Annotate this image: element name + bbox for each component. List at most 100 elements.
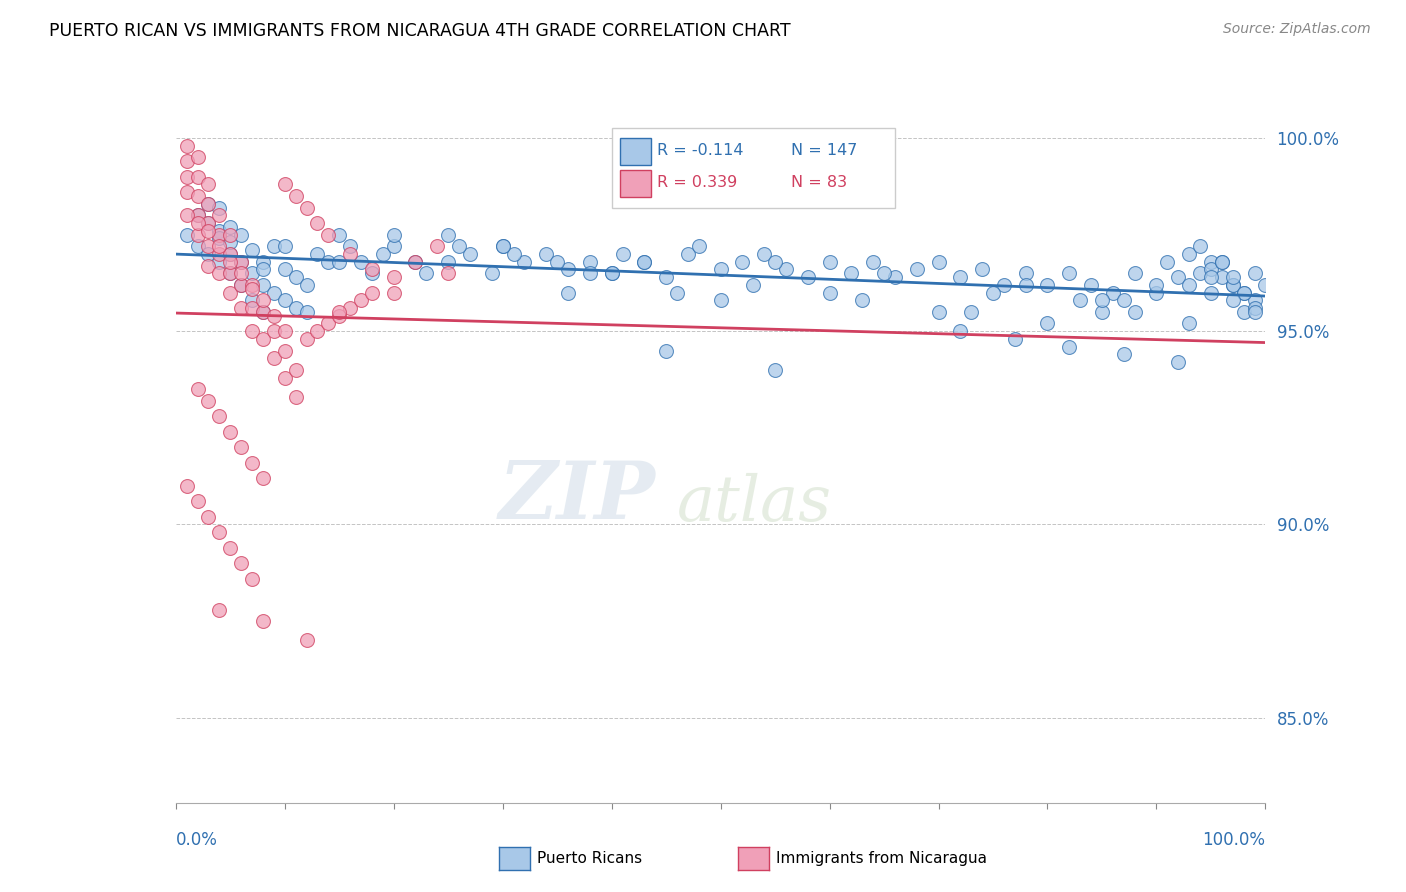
- Point: [284, 270, 307, 285]
- Point: [231, 440, 253, 454]
- Point: [231, 301, 253, 315]
- Point: [328, 305, 350, 319]
- Point: [252, 471, 274, 485]
- Text: Immigrants from Nicaragua: Immigrants from Nicaragua: [776, 852, 987, 866]
- Point: [1123, 305, 1146, 319]
- Point: [284, 301, 307, 315]
- Point: [318, 317, 340, 331]
- Point: [731, 254, 754, 268]
- Point: [1004, 332, 1026, 346]
- Point: [176, 208, 198, 222]
- Point: [240, 456, 263, 470]
- Point: [252, 262, 274, 277]
- Point: [447, 239, 470, 253]
- Point: [993, 277, 1015, 292]
- Point: [240, 301, 263, 315]
- Point: [274, 370, 297, 384]
- Point: [492, 239, 515, 253]
- Point: [502, 247, 524, 261]
- Point: [240, 293, 263, 308]
- Point: [197, 259, 219, 273]
- Point: [763, 254, 786, 268]
- Point: [219, 235, 242, 250]
- Point: [458, 247, 481, 261]
- Point: [197, 393, 219, 408]
- Point: [600, 266, 623, 280]
- Point: [284, 189, 307, 203]
- Point: [1243, 266, 1265, 280]
- Point: [579, 254, 602, 268]
- Point: [1199, 254, 1222, 268]
- Point: [666, 285, 689, 300]
- Point: [382, 239, 405, 253]
- Point: [252, 277, 274, 292]
- Point: [1222, 277, 1244, 292]
- Point: [481, 266, 503, 280]
- Point: [710, 262, 733, 277]
- Point: [284, 363, 307, 377]
- Point: [231, 254, 253, 268]
- Point: [949, 270, 972, 285]
- Text: 0.0%: 0.0%: [176, 830, 218, 848]
- Point: [1189, 266, 1212, 280]
- Point: [655, 270, 678, 285]
- Point: [818, 285, 841, 300]
- Text: R = 0.339: R = 0.339: [658, 176, 738, 190]
- Text: PUERTO RICAN VS IMMIGRANTS FROM NICARAGUA 4TH GRADE CORRELATION CHART: PUERTO RICAN VS IMMIGRANTS FROM NICARAGU…: [49, 22, 790, 40]
- Point: [1123, 266, 1146, 280]
- Point: [197, 224, 219, 238]
- Point: [546, 254, 568, 268]
- Point: [873, 266, 896, 280]
- Point: [710, 293, 733, 308]
- Point: [231, 254, 253, 268]
- Point: [197, 216, 219, 230]
- Point: [197, 178, 219, 192]
- Point: [219, 266, 242, 280]
- Point: [219, 541, 242, 555]
- Point: [274, 178, 297, 192]
- Point: [1199, 285, 1222, 300]
- Point: [862, 254, 884, 268]
- Point: [1232, 285, 1256, 300]
- Point: [1211, 270, 1233, 285]
- Point: [208, 247, 231, 261]
- Point: [1057, 340, 1080, 354]
- Point: [1144, 277, 1167, 292]
- Point: [263, 285, 285, 300]
- Point: [219, 425, 242, 439]
- Point: [841, 266, 863, 280]
- Point: [328, 227, 350, 242]
- FancyBboxPatch shape: [620, 170, 651, 197]
- Point: [600, 266, 623, 280]
- Point: [176, 138, 198, 153]
- Point: [328, 309, 350, 323]
- Point: [1199, 262, 1222, 277]
- Point: [176, 227, 198, 242]
- Point: [1232, 285, 1256, 300]
- Point: [219, 247, 242, 261]
- Point: [208, 239, 231, 253]
- Point: [360, 266, 382, 280]
- Point: [240, 282, 263, 296]
- Point: [208, 525, 231, 540]
- Point: [1232, 305, 1256, 319]
- Point: [186, 169, 209, 184]
- Point: [1156, 254, 1178, 268]
- Point: [1189, 239, 1212, 253]
- Point: [274, 343, 297, 358]
- Text: 100.0%: 100.0%: [1202, 830, 1265, 848]
- Point: [186, 150, 209, 164]
- Point: [240, 572, 263, 586]
- Point: [949, 324, 972, 338]
- Point: [1178, 247, 1201, 261]
- Point: [208, 201, 231, 215]
- Point: [219, 247, 242, 261]
- Point: [208, 409, 231, 424]
- Point: [1211, 254, 1233, 268]
- Point: [371, 247, 394, 261]
- Point: [252, 332, 274, 346]
- Point: [928, 305, 950, 319]
- Point: [612, 247, 634, 261]
- Point: [1243, 301, 1265, 315]
- Point: [295, 305, 318, 319]
